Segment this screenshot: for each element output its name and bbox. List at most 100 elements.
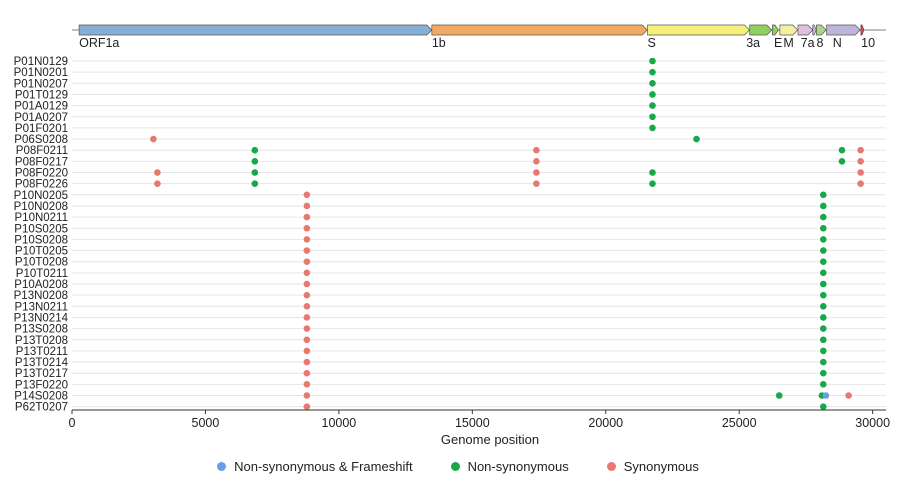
- sample-label: P10T0211: [16, 268, 68, 280]
- gene-feature-7-arrow: [812, 24, 817, 36]
- sample-label: P01N0201: [14, 67, 68, 79]
- mutation-point-nonsyn: [819, 369, 827, 377]
- mutation-point-nonsyn: [819, 303, 827, 310]
- mutation-point-nonsyn: [819, 258, 827, 266]
- legend-dot-nonsynonymous: [450, 461, 460, 471]
- sample-label: P01N0129: [14, 56, 68, 68]
- mutation-point-nonsyn: [775, 392, 783, 399]
- mutation-point-nonsyn: [819, 314, 827, 321]
- sample-label: P08F0220: [15, 168, 68, 180]
- legend-item-frameshift: Non-synonymous & Frameshift: [217, 458, 413, 474]
- mutation-point-nonsyn: [649, 80, 656, 87]
- sample-labels: P01N0129P01N0201P01N0207P01T0129P01A0129…: [14, 56, 69, 414]
- mutation-point-syn: [303, 358, 311, 366]
- legend-dot-synonymous: [606, 461, 616, 471]
- mutation-point-syn: [303, 202, 311, 210]
- sample-label: P13T0211: [16, 346, 68, 358]
- x-axis: 0 5000 10000 15000 20000 25000 30000: [69, 409, 890, 430]
- gene-3a-arrow: [749, 24, 773, 36]
- mutation-point-nonsyn: [819, 213, 827, 221]
- legend-label-frameshift: Non-synonymous & Frameshift: [234, 458, 413, 474]
- x-tick-label: 15000: [455, 416, 490, 430]
- mutation-point-nonsyn: [649, 102, 656, 109]
- mutation-point-syn: [303, 381, 311, 388]
- gene-e-arrow: [772, 24, 779, 36]
- gene-8-arrow: [816, 24, 827, 36]
- legend-label-nonsynonymous: Non-synonymous: [467, 458, 569, 474]
- mutation-point-syn: [845, 392, 852, 399]
- x-tick-label: 30000: [855, 416, 890, 430]
- sample-label: P08F0211: [16, 145, 68, 157]
- mutation-point-syn: [533, 180, 540, 187]
- mutation-point-syn: [857, 158, 864, 165]
- sample-label: P62T0207: [15, 402, 68, 414]
- mutation-point-nonsyn: [819, 280, 827, 288]
- gene-7a-arrow: [797, 24, 814, 36]
- gene-7a-label: 7a: [801, 36, 815, 50]
- mutation-point-nonsyn: [693, 135, 700, 143]
- gene-s-label: S: [647, 36, 655, 50]
- mutation-point-nonsyn: [819, 347, 827, 355]
- mutation-point-syn: [154, 180, 161, 187]
- sample-label: P10N0208: [14, 201, 68, 213]
- sample-label: P10T0205: [15, 246, 68, 258]
- mutation-point-nonsyn: [251, 169, 259, 176]
- sample-label: P01A0207: [14, 112, 68, 124]
- mutation-point-nonsyn: [819, 358, 827, 366]
- gene-orf1a-arrow: [78, 24, 433, 36]
- mutation-point-syn: [303, 336, 311, 344]
- sample-label: P10S0205: [14, 223, 68, 235]
- gene-m-arrow: [779, 24, 799, 36]
- mutation-point-syn: [857, 180, 864, 187]
- mutation-point-nonsyn: [819, 247, 827, 254]
- mutation-point-syn: [533, 169, 540, 176]
- mutation-point-syn: [303, 247, 311, 254]
- mutation-point-nonsyn: [819, 403, 827, 410]
- mutation-point-nonsyn: [819, 191, 827, 199]
- gene-3a-label: 3a: [746, 36, 760, 50]
- gene-1b-arrow: [431, 24, 648, 36]
- x-tick-label: 0: [69, 416, 76, 430]
- gene-n-arrow: [826, 24, 861, 36]
- legend-dot-frameshift: [217, 461, 227, 471]
- sample-label: P10N0211: [15, 212, 69, 224]
- mutation-point-nonsyn: [819, 269, 827, 277]
- sample-label: P13T0208: [15, 335, 68, 347]
- sample-label: P13S0208: [14, 324, 68, 336]
- genome-track: ORF1a 1b S 3a E M 7a 8 N 10: [72, 24, 886, 50]
- mutation-point-syn: [303, 369, 311, 377]
- mutation-point-nonsyn: [819, 224, 827, 232]
- mutation-point-nonsyn: [649, 113, 656, 121]
- sample-label: P10N0205: [14, 190, 68, 202]
- x-tick-label: 10000: [322, 416, 357, 430]
- gene-n-label: N: [833, 36, 842, 50]
- mutation-point-syn: [303, 224, 311, 232]
- mutation-point-nonsyn: [838, 158, 846, 165]
- legend-item-synonymous: Synonymous: [606, 459, 699, 474]
- mutation-point-syn: [154, 169, 161, 176]
- sample-label: P13N0211: [15, 301, 69, 313]
- mutation-point-nonsyn: [838, 146, 846, 154]
- mutation-point-syn: [303, 280, 311, 288]
- gene-m-label: M: [783, 36, 793, 50]
- x-tick-label: 25000: [722, 416, 757, 430]
- mutation-point-syn: [303, 191, 311, 199]
- mutation-point-nonsyn: [649, 180, 656, 187]
- sample-label: P13N0208: [14, 290, 68, 302]
- sample-label: P10S0208: [14, 234, 68, 246]
- gene-8-label: 8: [816, 36, 823, 50]
- sample-label: P01N0207: [14, 78, 68, 90]
- mutation-point-nonsyn: [649, 68, 656, 76]
- mutation-points: [150, 57, 864, 410]
- legend-item-nonsynonymous: Non-synonymous: [450, 458, 569, 474]
- gene-orf1a-label: ORF1a: [79, 36, 119, 50]
- gene-1b-label: 1b: [432, 36, 446, 50]
- mutation-point-syn: [533, 146, 540, 154]
- mutation-point-frameshift: [822, 392, 830, 399]
- mutation-point-nonsyn: [819, 202, 827, 210]
- gene-10-arrow: [860, 24, 865, 36]
- mutation-point-syn: [303, 303, 311, 310]
- mutation-point-syn: [303, 269, 311, 277]
- mutation-point-syn: [303, 325, 311, 332]
